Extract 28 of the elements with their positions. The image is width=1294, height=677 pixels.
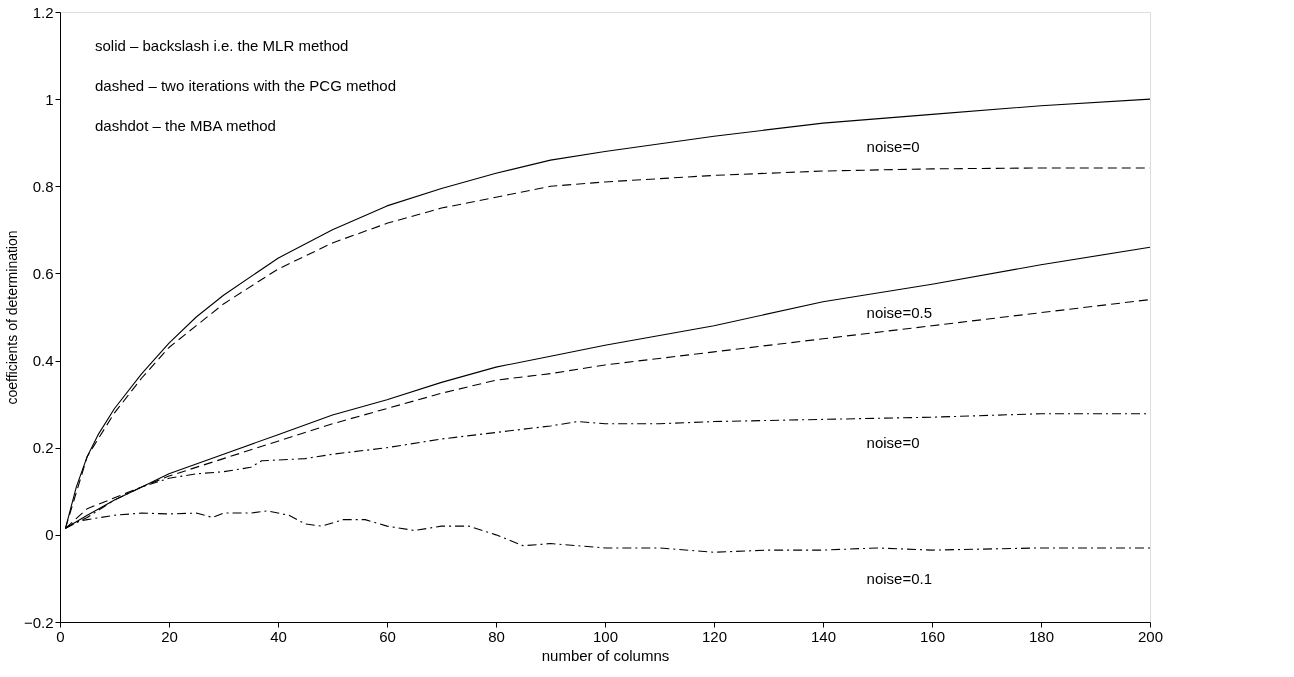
- annotation: dashdot – the MBA method: [95, 117, 276, 134]
- y-axis-title: coefficients of determination: [3, 230, 20, 405]
- x-tick-label: 20: [161, 627, 178, 645]
- x-tick-label: 80: [488, 627, 505, 645]
- x-tick-label: 180: [1028, 627, 1055, 645]
- y-tick-label: 1: [45, 90, 54, 108]
- y-tick-label: 0.8: [32, 177, 54, 195]
- annotation: solid – backslash i.e. the MLR method: [95, 37, 349, 54]
- x-tick-label: 200: [1137, 627, 1164, 645]
- x-tick-label: 140: [810, 627, 837, 645]
- x-tick-label: 60: [379, 627, 396, 645]
- y-tick-label: 0.2: [32, 439, 54, 457]
- x-tick-label: 160: [919, 627, 946, 645]
- y-tick-label: −0.2: [23, 613, 54, 631]
- y-tick-label: 0.6: [32, 264, 54, 282]
- y-tick-label: 0: [45, 526, 54, 544]
- x-tick-label: 40: [270, 627, 287, 645]
- annotation: noise=0.1: [866, 569, 933, 587]
- x-tick-label: 120: [701, 627, 728, 645]
- x-tick-label: 100: [592, 627, 619, 645]
- annotation: noise=0: [866, 138, 920, 156]
- annotation: dashed – two iterations with the PCG method: [95, 77, 396, 94]
- y-tick-label: 1.2: [32, 3, 54, 21]
- annotation: noise=0.5: [866, 303, 933, 321]
- x-tick-label: 0: [56, 627, 65, 645]
- x-axis-title: number of columns: [541, 646, 670, 664]
- annotation: noise=0: [866, 434, 920, 452]
- y-tick-label: 0.4: [32, 352, 54, 370]
